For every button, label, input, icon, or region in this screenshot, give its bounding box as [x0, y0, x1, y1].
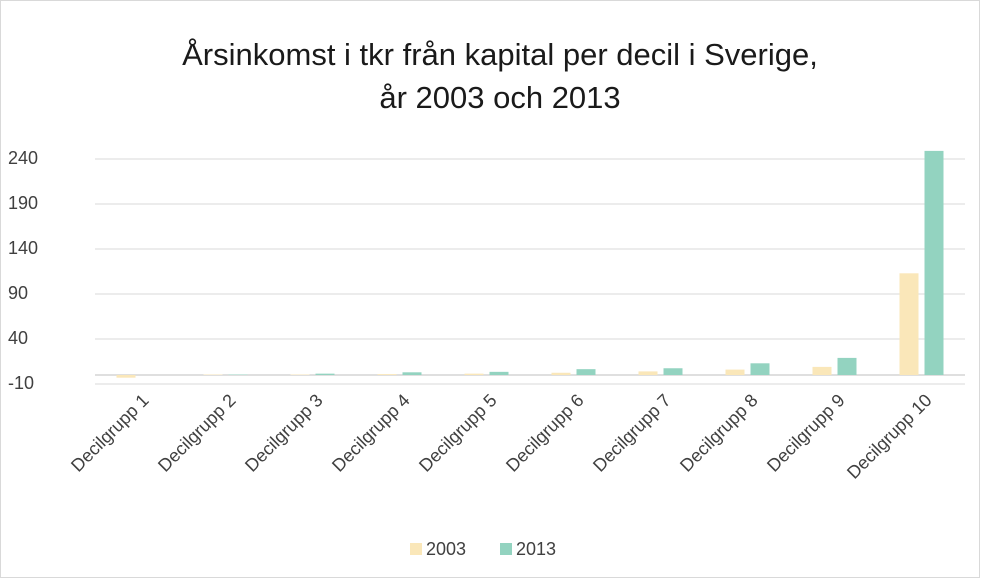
bar	[924, 150, 944, 375]
bar	[837, 357, 857, 375]
legend-label: 2013	[516, 539, 556, 559]
bar	[116, 375, 136, 378]
y-tick-label: 90	[8, 283, 28, 303]
bar	[464, 373, 484, 375]
bar	[750, 363, 770, 375]
bar	[663, 368, 683, 375]
chart-title: Årsinkomst i tkr från kapital per decil …	[182, 37, 818, 72]
bar	[551, 372, 571, 375]
bar	[576, 369, 596, 375]
bar	[402, 372, 422, 375]
bar	[725, 369, 745, 375]
y-tick-label: 190	[8, 193, 38, 213]
bar	[899, 273, 919, 375]
legend-label: 2003	[426, 539, 466, 559]
y-tick-label: -10	[8, 373, 34, 393]
bar	[812, 366, 832, 375]
y-tick-label: 240	[8, 148, 38, 168]
y-tick-label: 140	[8, 238, 38, 258]
bar	[315, 373, 335, 375]
bar	[377, 374, 397, 375]
chart-title: år 2003 och 2013	[379, 80, 620, 115]
y-tick-label: 40	[8, 328, 28, 348]
legend-swatch	[500, 543, 512, 555]
legend-swatch	[410, 543, 422, 555]
bar	[489, 371, 509, 375]
bar	[638, 371, 658, 375]
